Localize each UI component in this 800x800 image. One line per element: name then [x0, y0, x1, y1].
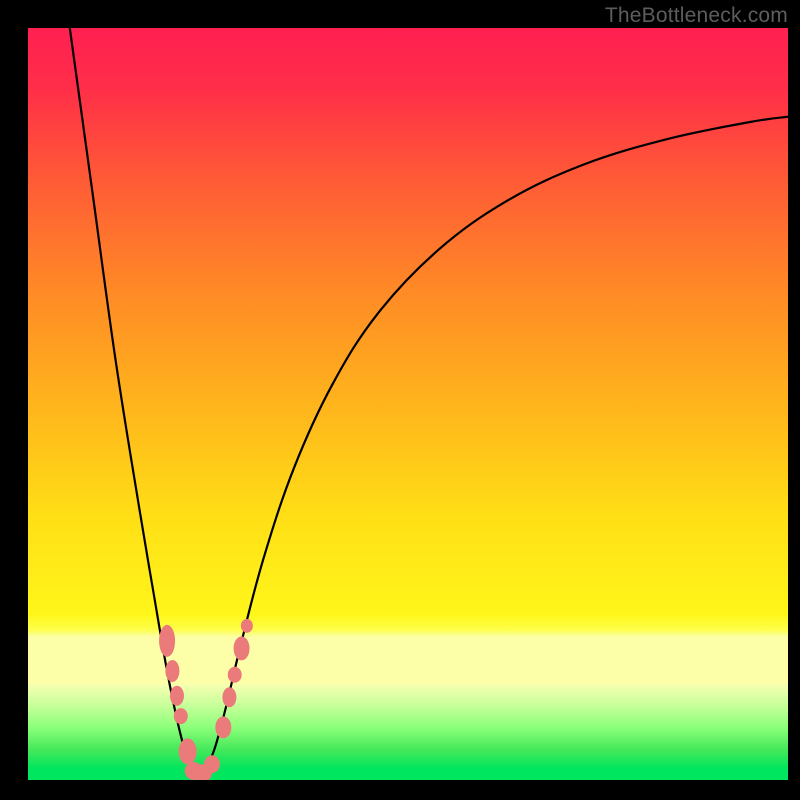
- data-marker: [165, 660, 179, 682]
- data-marker: [234, 636, 250, 660]
- data-marker: [222, 687, 236, 707]
- data-marker: [179, 738, 197, 764]
- chart-frame: TheBottleneck.com: [0, 0, 800, 800]
- data-marker: [204, 755, 220, 773]
- plot-area: [28, 28, 788, 780]
- data-marker: [241, 619, 253, 633]
- data-marker: [174, 708, 188, 724]
- data-marker: [215, 716, 231, 738]
- bottleneck-curve: [28, 28, 788, 780]
- data-marker: [159, 625, 175, 657]
- data-marker: [228, 667, 242, 683]
- data-marker: [170, 686, 184, 706]
- watermark-text: TheBottleneck.com: [605, 4, 788, 28]
